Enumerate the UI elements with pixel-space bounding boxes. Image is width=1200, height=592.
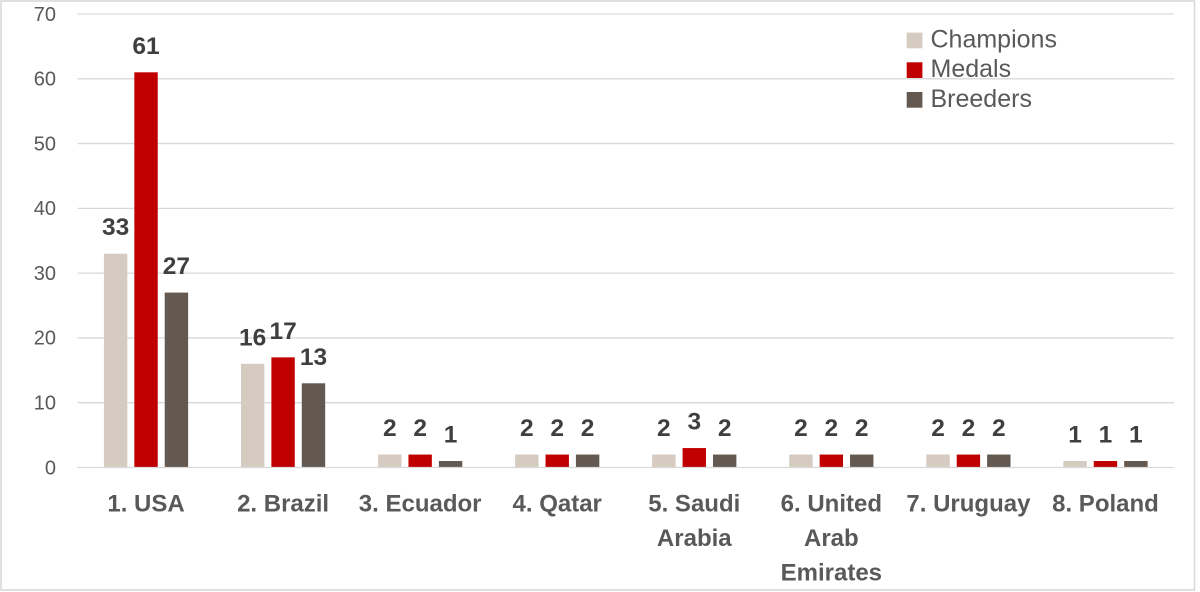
svg-text:20: 20 [34, 328, 56, 350]
svg-text:Medals: Medals [931, 55, 1012, 83]
svg-text:2: 2 [581, 415, 595, 442]
svg-text:6. United: 6. United [781, 491, 882, 518]
svg-text:2: 2 [794, 415, 808, 442]
svg-text:10: 10 [34, 393, 56, 415]
svg-text:2: 2 [931, 415, 945, 442]
svg-text:5. Saudi: 5. Saudi [648, 491, 740, 518]
svg-text:61: 61 [132, 33, 159, 60]
svg-text:27: 27 [163, 253, 190, 280]
svg-text:30: 30 [34, 263, 56, 285]
svg-text:13: 13 [300, 344, 327, 371]
svg-text:1: 1 [1129, 422, 1143, 449]
svg-text:8. Poland: 8. Poland [1052, 491, 1159, 518]
svg-text:4. Qatar: 4. Qatar [513, 491, 602, 518]
svg-text:Arab: Arab [804, 525, 859, 552]
svg-text:3: 3 [687, 409, 701, 436]
svg-text:2: 2 [718, 415, 732, 442]
svg-text:50: 50 [34, 133, 56, 155]
svg-text:1: 1 [444, 422, 458, 449]
svg-text:Breeders: Breeders [931, 85, 1032, 113]
svg-text:2: 2 [413, 415, 427, 442]
svg-text:2: 2 [992, 415, 1006, 442]
svg-text:40: 40 [34, 198, 56, 220]
svg-text:33: 33 [102, 214, 129, 241]
svg-text:2: 2 [383, 415, 397, 442]
svg-text:7. Uruguay: 7. Uruguay [906, 491, 1031, 518]
svg-text:2: 2 [657, 415, 671, 442]
svg-text:2: 2 [520, 415, 534, 442]
svg-text:1: 1 [1068, 422, 1082, 449]
svg-text:17: 17 [269, 318, 296, 345]
svg-text:2. Brazil: 2. Brazil [237, 491, 329, 518]
svg-text:16: 16 [239, 324, 266, 351]
svg-text:60: 60 [34, 69, 56, 91]
svg-text:70: 70 [34, 4, 56, 26]
svg-text:2: 2 [550, 415, 564, 442]
svg-text:1: 1 [1099, 422, 1113, 449]
svg-text:3. Ecuador: 3. Ecuador [359, 491, 482, 518]
svg-text:Emirates: Emirates [781, 560, 882, 587]
svg-text:0: 0 [45, 457, 56, 479]
svg-text:2: 2 [825, 415, 839, 442]
svg-text:Champions: Champions [931, 25, 1057, 53]
svg-text:2: 2 [962, 415, 976, 442]
svg-text:Arabia: Arabia [657, 525, 732, 552]
svg-text:2: 2 [855, 415, 869, 442]
svg-text:1. USA: 1. USA [107, 491, 184, 518]
